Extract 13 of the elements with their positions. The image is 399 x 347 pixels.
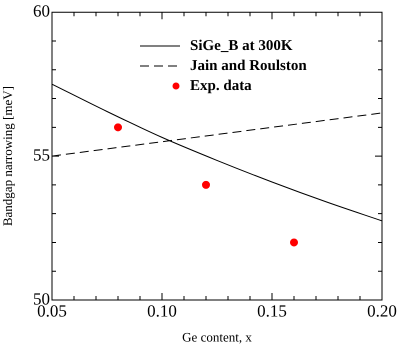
y-tick-label: 55 [33,146,50,165]
legend-label: SiGe_B at 300K [190,37,293,56]
y-tick-label: 60 [33,2,50,21]
y-axis-title: Bandgap narrowing [meV] [0,86,16,226]
x-tick-label: 0.15 [257,302,287,321]
point [202,180,210,189]
point [114,123,122,132]
x-tick-label: 0.10 [147,302,177,321]
x-axis-title: Ge content, x [182,330,252,345]
point [290,238,298,246]
legend-label: Exp. data [190,77,252,96]
legend-label: Jain and Roulston [190,57,307,76]
x-tick-label: 0.20 [367,302,397,321]
